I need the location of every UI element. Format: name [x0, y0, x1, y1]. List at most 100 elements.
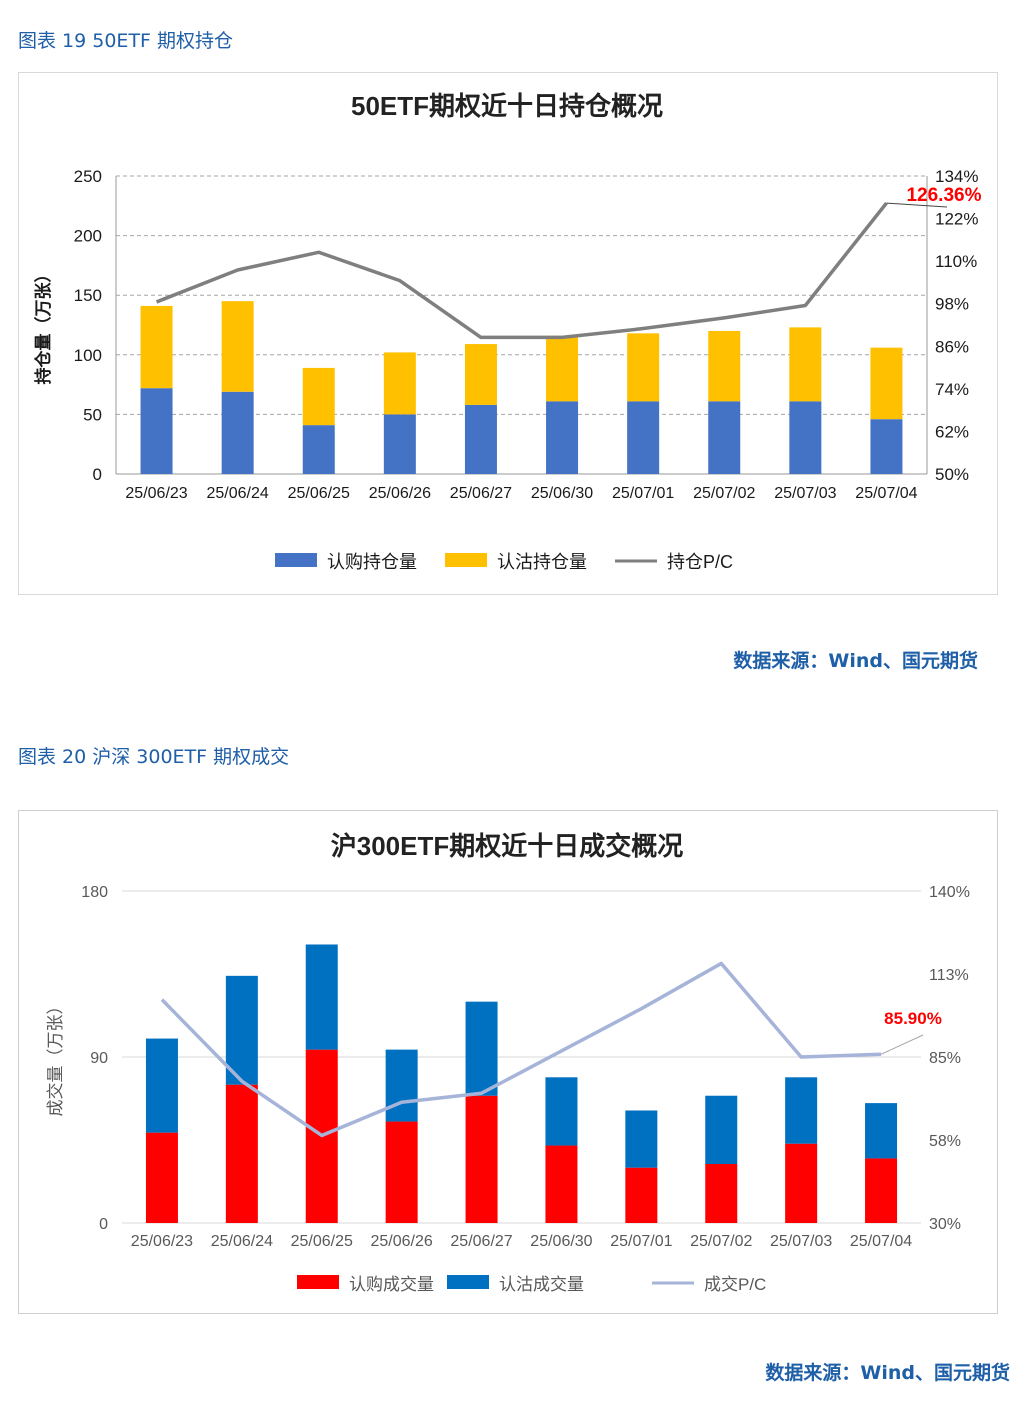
- bar-call: [865, 1158, 898, 1223]
- bar-put: [464, 344, 497, 405]
- bar-put: [145, 1038, 178, 1133]
- bar-put: [225, 975, 258, 1085]
- y-tick-label: 90: [90, 1050, 108, 1067]
- y2-tick-label: 74%: [935, 380, 969, 399]
- bar-put: [140, 305, 173, 389]
- bar-call: [145, 1132, 178, 1223]
- y2-tick-label: 58%: [929, 1133, 961, 1150]
- y-tick-label: 250: [74, 167, 102, 186]
- x-tick-label: 25/07/01: [610, 1233, 672, 1250]
- y2-tick-label: 134%: [935, 167, 978, 186]
- figure-caption-20: 图表 20 沪深 300ETF 期权成交: [18, 746, 290, 768]
- bar-call: [625, 1167, 658, 1223]
- bar-call: [785, 1143, 818, 1223]
- figure-caption-19: 图表 19 50ETF 期权持仓: [18, 30, 234, 52]
- bar-call: [464, 404, 497, 474]
- legend-swatch: [445, 553, 487, 567]
- y-axis-title: 成交量（万张）: [46, 998, 65, 1117]
- bar-call: [870, 419, 903, 474]
- y2-tick-label: 110%: [935, 252, 977, 271]
- x-tick-label: 25/07/04: [850, 1233, 912, 1250]
- x-tick-label: 25/06/25: [291, 1233, 353, 1250]
- y2-tick-label: 98%: [935, 295, 969, 314]
- y-tick-label: 100: [74, 346, 102, 365]
- x-tick-label: 25/06/25: [288, 485, 350, 502]
- chart-title: 50ETF期权近十日持仓概况: [351, 91, 663, 121]
- y2-tick-label: 30%: [929, 1216, 961, 1233]
- bar-put: [385, 1049, 418, 1122]
- bar-put: [625, 1110, 658, 1168]
- bar-put: [865, 1103, 898, 1159]
- bar-call: [225, 1084, 258, 1223]
- pc-ratio-annotation: 85.90%: [884, 1009, 942, 1028]
- x-tick-label: 25/07/03: [774, 485, 836, 502]
- legend-swatch: [297, 1275, 339, 1289]
- x-tick-label: 25/06/27: [450, 485, 512, 502]
- y2-tick-label: 113%: [929, 967, 969, 984]
- x-tick-label: 25/06/27: [450, 1233, 512, 1250]
- source-note-19: 数据来源：Wind、国元期货: [733, 650, 978, 672]
- y2-tick-label: 62%: [935, 422, 969, 441]
- y2-tick-label: 86%: [935, 337, 969, 356]
- bar-call: [140, 388, 173, 474]
- pc-ratio-line: [160, 961, 882, 1138]
- x-tick-label: 25/06/30: [530, 1233, 592, 1250]
- x-tick-label: 25/07/03: [770, 1233, 832, 1250]
- bar-put: [302, 367, 335, 426]
- legend-label: 认沽成交量: [499, 1275, 584, 1294]
- y2-tick-label: 122%: [935, 210, 978, 229]
- pc-ratio-line: [155, 202, 888, 340]
- bar-put: [705, 1095, 738, 1164]
- bar-put: [221, 301, 254, 392]
- x-tick-label: 25/07/02: [690, 1233, 752, 1250]
- legend-label: 认购持仓量: [327, 552, 417, 572]
- bar-call: [302, 425, 335, 474]
- bar-call: [789, 401, 822, 474]
- x-tick-label: 25/06/23: [131, 1233, 193, 1250]
- bar-put: [789, 327, 822, 402]
- legend-swatch: [275, 553, 317, 567]
- bar-call: [708, 401, 741, 474]
- x-tick-label: 25/06/26: [371, 1233, 433, 1250]
- bar-call: [546, 401, 579, 474]
- bar-call: [385, 1121, 418, 1223]
- y2-tick-label: 50%: [935, 465, 969, 484]
- legend-label: 持仓P/C: [667, 552, 733, 572]
- y-tick-label: 150: [74, 286, 102, 305]
- bar-call: [221, 391, 254, 474]
- x-tick-label: 25/06/23: [125, 485, 187, 502]
- x-tick-label: 25/06/30: [531, 485, 593, 502]
- y-tick-label: 200: [74, 227, 102, 246]
- bar-put: [627, 333, 660, 402]
- x-tick-label: 25/07/01: [612, 485, 674, 502]
- x-tick-label: 25/07/02: [693, 485, 755, 502]
- legend-label: 认购成交量: [349, 1275, 434, 1294]
- bar-put: [465, 1001, 498, 1096]
- chart-title: 沪300ETF期权近十日成交概况: [331, 831, 684, 861]
- y-tick-label: 50: [83, 405, 102, 424]
- bar-put: [383, 352, 416, 415]
- chart-300etf-volume: 沪300ETF期权近十日成交概况 0 90 180 30% 58% 85% 113% 140% 2…: [18, 810, 998, 1314]
- legend-swatch: [447, 1275, 489, 1289]
- y-tick-label: 0: [93, 465, 102, 484]
- bar-put: [545, 1077, 578, 1146]
- chart-50etf-holdings: 50ETF期权近十日持仓概况 0 50 100 150 200 250 50% 62% 74% 86…: [18, 72, 998, 595]
- y-axis-title: 持仓量（万张）: [33, 266, 53, 385]
- x-tick-label: 25/06/26: [369, 485, 431, 502]
- chart-300etf-svg: 沪300ETF期权近十日成交概况 0 90 180 30% 58% 85% 113% 140% 2…: [46, 831, 970, 1294]
- bar-put: [305, 944, 338, 1050]
- bar-call: [705, 1163, 738, 1223]
- chart-50etf-svg: 50ETF期权近十日持仓概况 0 50 100 150 200 250 50% 62% 74% 86…: [33, 91, 982, 572]
- legend-label: 成交P/C: [704, 1275, 766, 1294]
- annotation-leader: [886, 202, 948, 208]
- bar-put: [870, 347, 903, 420]
- x-tick-label: 25/06/24: [207, 485, 269, 502]
- y2-tick-label: 85%: [929, 1050, 961, 1067]
- source-note-20: 数据来源：Wind、国元期货: [765, 1362, 1010, 1384]
- y2-tick-label: 140%: [929, 884, 970, 901]
- x-tick-label: 25/07/04: [855, 485, 917, 502]
- y-tick-label: 0: [99, 1216, 108, 1233]
- bar-call: [545, 1145, 578, 1223]
- legend-label: 认沽持仓量: [497, 552, 587, 572]
- y-tick-label: 180: [81, 884, 108, 901]
